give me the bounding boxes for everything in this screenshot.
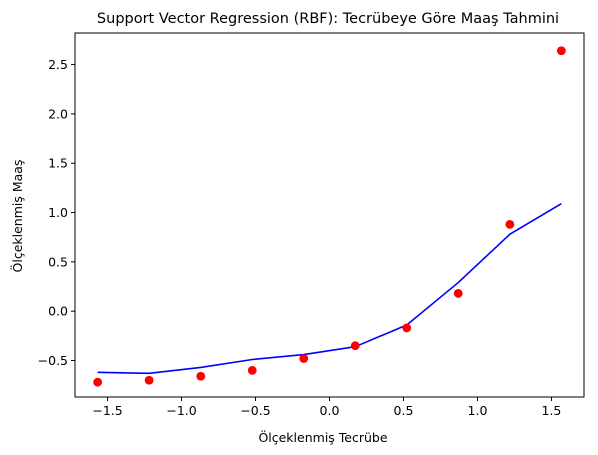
y-tick-label: 2.5 [48,57,68,72]
x-tick-label: 0.0 [320,403,340,418]
x-tick-label: 1.5 [542,403,562,418]
y-tick-label: 1.0 [48,205,68,220]
regression-line [97,202,562,375]
data-point [299,354,309,363]
x-tick-label: −1.0 [166,403,196,418]
y-tick-label: 0.5 [48,254,68,269]
x-tick-label: 1.0 [468,403,488,418]
x-tick-label: −1.5 [92,403,122,418]
y-tick-label: 0.0 [48,304,68,319]
y-axis-label: Ölçeklenmiş Maaş [9,160,25,273]
data-point [402,323,412,333]
x-axis-label: Ölçeklenmiş Tecrübe [258,429,387,445]
data-point [505,219,515,229]
chart-title: Support Vector Regression (RBF): Tecrübe… [97,11,559,27]
x-tick-label: 0.5 [394,403,414,418]
data-point [350,341,360,351]
y-tick-label: −0.5 [38,353,68,368]
y-tick-label: 1.5 [48,156,68,171]
data-point [144,375,154,385]
data-point [247,365,257,375]
x-tick-label: −0.5 [240,403,270,418]
y-tick-label: 2.0 [48,106,68,121]
data-point [453,289,463,298]
plot-area: −1.5 −1.0 −0.5 0.0 0.5 1.0 1.5 −0.5 0.0 0.5 1.0 1.5… [38,32,585,418]
data-point [93,377,103,387]
data-point [556,46,566,56]
data-point [196,371,206,381]
